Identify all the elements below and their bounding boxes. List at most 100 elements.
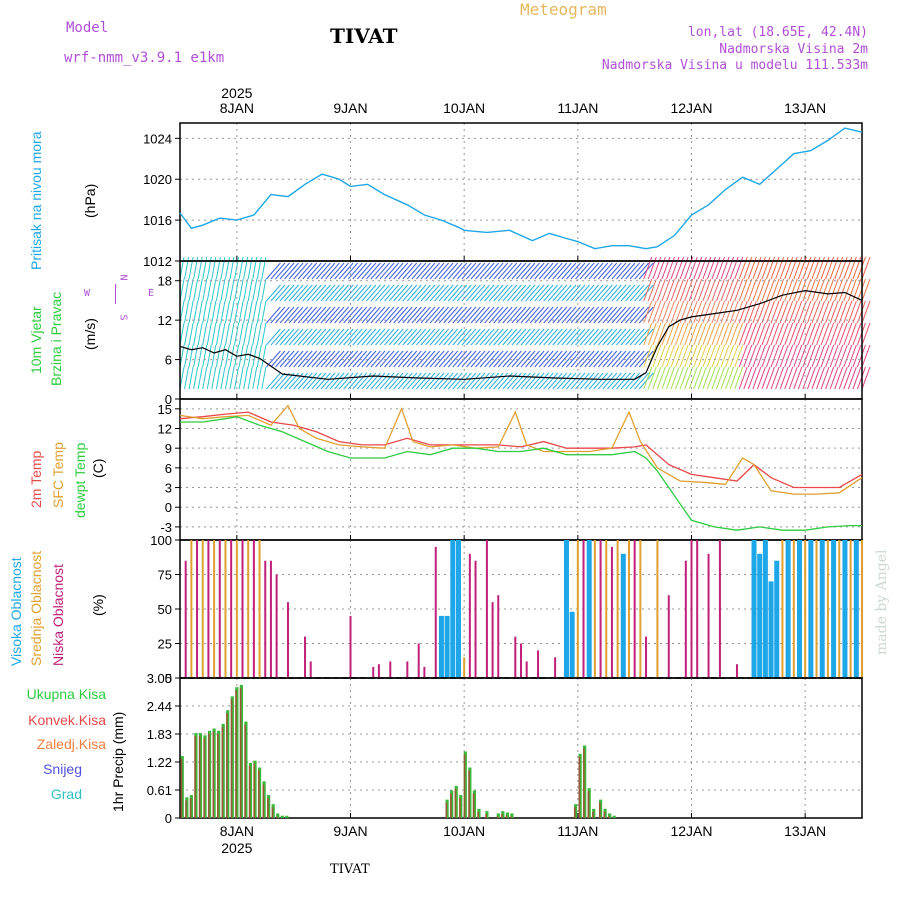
- cloud-bar-low: [218, 540, 221, 678]
- wind-barb: [397, 372, 413, 390]
- wind-barb: [325, 284, 340, 302]
- cloud-bar-mid: [247, 540, 250, 678]
- wind-barb: [779, 278, 789, 302]
- wind-barb: [611, 372, 627, 390]
- wind-barb: [620, 284, 636, 302]
- wind-barb: [256, 366, 262, 390]
- precip-bar-conv: [180, 759, 183, 818]
- wind-barb: [520, 350, 536, 368]
- wind-barb: [647, 300, 657, 324]
- wind-barb: [716, 322, 725, 346]
- wind-barb: [434, 262, 449, 280]
- wind-barb: [316, 328, 331, 346]
- wind-barb: [420, 284, 436, 302]
- wind-barb: [329, 372, 345, 390]
- wind-barb: [756, 344, 766, 368]
- precip-bar-conv: [603, 811, 606, 818]
- precip-bar-conv: [217, 733, 219, 818]
- wind-barb: [788, 344, 798, 368]
- wind-barb: [516, 372, 531, 390]
- wind-barb: [493, 306, 509, 324]
- y-tick-label: 12: [158, 422, 172, 437]
- wind-barb: [247, 366, 253, 390]
- compass-w-label: W: [84, 288, 91, 299]
- cloud-bar-high: [762, 540, 768, 678]
- wind-barb: [461, 262, 477, 280]
- wind-barb: [411, 328, 427, 346]
- wind-barb: [834, 300, 844, 324]
- wind-barb: [366, 284, 381, 302]
- wind-barb: [497, 306, 513, 324]
- wind-barb: [552, 262, 568, 280]
- wind-barb: [752, 300, 762, 324]
- wind-barb: [761, 300, 771, 324]
- date-label-bottom: 13JAN: [784, 823, 826, 839]
- wind-barb: [525, 284, 540, 302]
- wind-barb: [288, 262, 304, 280]
- cloud-bar-mid: [861, 540, 863, 678]
- wind-barb: [720, 322, 730, 346]
- wind-barb: [361, 262, 377, 280]
- wind-barb: [593, 372, 609, 390]
- wind-barb: [616, 328, 631, 346]
- wind-barb: [356, 306, 372, 324]
- precip-bar-conv: [578, 756, 581, 818]
- wind-barb: [243, 278, 249, 302]
- wind-barb: [693, 278, 703, 302]
- wind-barb: [420, 350, 436, 368]
- wind-barb: [466, 284, 481, 302]
- wind-barb: [493, 284, 509, 302]
- wind-barb: [329, 262, 345, 280]
- wind-barb: [384, 328, 399, 346]
- wind-barb: [311, 350, 327, 368]
- wind-barb: [552, 306, 568, 324]
- wind-barb: [420, 372, 436, 390]
- cloud-bar-mid: [576, 540, 579, 678]
- wind-barb: [747, 344, 757, 368]
- wind-barb: [325, 350, 340, 368]
- precip-bar-total: [285, 815, 289, 818]
- cloud-bar-high: [751, 540, 757, 678]
- cloud-bar-high: [620, 553, 626, 678]
- wind-barb: [793, 344, 803, 368]
- wind-barb: [479, 284, 495, 302]
- wind-barb: [393, 328, 409, 346]
- y-tick-label: 12: [158, 313, 172, 328]
- year-label-bottom: 2025: [221, 840, 252, 856]
- wind-barb: [238, 300, 244, 324]
- wind-barb: [766, 322, 775, 346]
- wind-barb: [438, 306, 454, 324]
- wind-barb: [375, 372, 390, 390]
- wind-barb: [847, 300, 857, 324]
- wind-barb: [516, 306, 531, 324]
- wind-barb: [416, 328, 431, 346]
- wind-barb: [716, 278, 725, 302]
- wind-barb: [811, 300, 821, 324]
- wind-barb: [861, 366, 871, 390]
- wind-barb: [211, 322, 217, 346]
- wind-barb: [766, 300, 775, 324]
- wind-barb: [270, 328, 286, 346]
- wind-barb: [706, 366, 716, 390]
- wind-barb: [861, 278, 871, 302]
- wind-barb: [406, 372, 422, 390]
- precip-bar-conv: [454, 788, 457, 818]
- wind-barb: [375, 328, 390, 346]
- station-title: TIVAT: [330, 24, 398, 48]
- wind-barb: [525, 328, 540, 346]
- wind-barb: [325, 372, 340, 390]
- wind-barb: [238, 322, 244, 346]
- cloud-bar-low: [434, 546, 437, 678]
- wind-barb: [652, 344, 662, 368]
- wind-barb: [270, 306, 286, 324]
- wind-barb: [366, 262, 381, 280]
- wind-barb: [370, 372, 386, 390]
- model-name: wrf-nmm_v3.9.1 e1km: [64, 50, 225, 66]
- cloud-bar-low: [684, 560, 687, 678]
- precip-bar-conv: [477, 811, 479, 818]
- wind-barb: [747, 300, 757, 324]
- wind-barb: [825, 300, 835, 324]
- wind-barb: [547, 284, 563, 302]
- wind-barb: [643, 366, 653, 390]
- wind-barb: [197, 278, 203, 302]
